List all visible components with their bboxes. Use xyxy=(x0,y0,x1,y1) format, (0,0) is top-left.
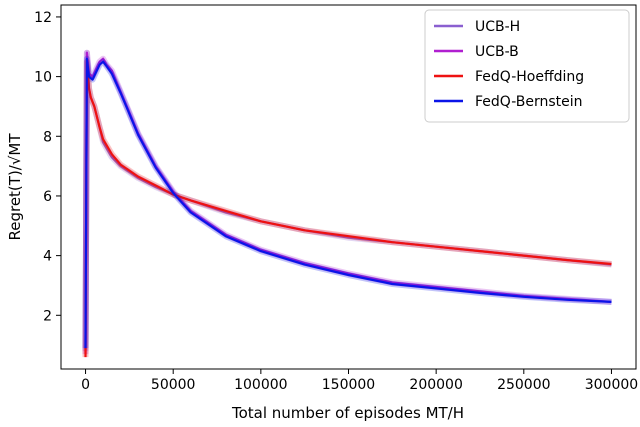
x-tick-label: 200000 xyxy=(409,377,462,393)
legend-box xyxy=(424,9,630,123)
x-axis-label: Total number of episodes MT/H xyxy=(231,404,464,422)
y-axis-label: Regret(T)/√MT xyxy=(6,133,24,241)
x-axis: 0 50000 100000 150000 200000 250000 300000 xyxy=(81,369,638,393)
x-tick-label: 0 xyxy=(81,377,90,393)
legend-label: UCB-H xyxy=(475,19,520,35)
y-tick-label: 12 xyxy=(34,10,52,26)
y-tick-label: 4 xyxy=(43,249,52,265)
y-tick-label: 2 xyxy=(43,308,52,324)
x-tick-label: 50000 xyxy=(151,377,196,393)
legend-label: UCB-B xyxy=(475,44,519,60)
series-line-3 xyxy=(84,57,612,349)
legend-label: FedQ-Hoeffding xyxy=(475,69,584,85)
x-tick-label: 150000 xyxy=(322,377,375,393)
legend: UCB-H UCB-B FedQ-Hoeffding FedQ-Bernstein xyxy=(424,9,630,123)
y-tick-label: 8 xyxy=(43,129,52,145)
series-layer xyxy=(82,49,612,358)
y-tick-label: 6 xyxy=(43,189,52,205)
x-tick-label: 100000 xyxy=(234,377,287,393)
y-tick-label: 10 xyxy=(34,70,52,86)
y-axis: 2 4 6 8 10 12 xyxy=(34,10,61,324)
x-tick-label: 250000 xyxy=(497,377,550,393)
x-tick-label: 300000 xyxy=(585,377,638,393)
legend-label: FedQ-Bernstein xyxy=(475,94,583,110)
